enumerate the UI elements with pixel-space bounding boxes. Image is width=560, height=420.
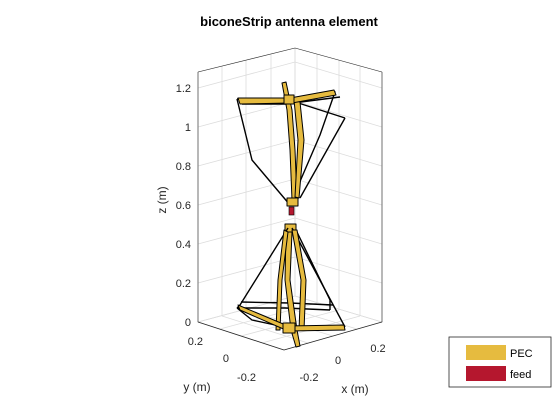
y-axis-label: y (m)	[183, 380, 210, 394]
upper-strip-arm	[237, 97, 291, 105]
lower-strip-arm	[275, 229, 289, 331]
figure-title: biconeStrip antenna element	[200, 14, 378, 29]
z-tick-label: 0	[185, 317, 191, 329]
lower-back-wire	[295, 229, 331, 310]
y-tick-label: -0.2	[237, 372, 256, 384]
x-tick-label: -0.2	[300, 372, 319, 384]
legend-label-pec: PEC	[510, 348, 533, 360]
upper-cone	[236, 81, 346, 206]
left-pane-vertical-grid	[221, 54, 272, 316]
x-axis-label: x (m)	[341, 382, 368, 396]
z-tick-label: 1.2	[176, 83, 191, 95]
x-ticks: -0.2 0 0.2	[300, 343, 386, 384]
upper-strip-arm	[293, 99, 305, 199]
z-tick-label: 0.2	[176, 278, 191, 290]
upper-hub	[283, 94, 295, 105]
y-tick-label: 0	[223, 353, 229, 365]
legend-swatch-pec	[466, 345, 506, 360]
lower-strip-arm	[284, 231, 301, 348]
y-ticks: 0.2 0 -0.2	[188, 336, 256, 384]
top-back-edge	[197, 47, 383, 73]
y-tick-label: 0.2	[188, 336, 203, 348]
y-axis-line	[197, 321, 285, 351]
bicone-antenna	[236, 81, 346, 348]
z-tick-label: 1	[185, 122, 191, 134]
z-tick-label: 0.4	[176, 239, 191, 251]
lower-rim-wire-2	[237, 307, 331, 311]
lower-hub	[282, 322, 296, 334]
upper-feed-hub	[286, 197, 299, 207]
feed-element	[288, 206, 295, 216]
lower-cone	[236, 227, 346, 348]
legend-label-feed: feed	[510, 369, 531, 381]
upper-left-wire	[236, 98, 291, 206]
upper-right-wire	[299, 117, 346, 199]
z-axis-label: z (m)	[155, 186, 169, 213]
legend-swatch-feed	[466, 366, 506, 381]
lower-strip-arm	[287, 324, 346, 332]
upper-back-wire	[291, 91, 336, 201]
z-tick-label: 0.8	[176, 161, 191, 173]
x-tick-label: 0.2	[370, 343, 385, 355]
z-ticks: 0 0.2 0.4 0.6 0.8 1 1.2	[176, 83, 191, 329]
z-tick-label: 0.6	[176, 200, 191, 212]
lower-left-wire	[236, 227, 289, 309]
x-tick-label: 0	[335, 355, 341, 367]
legend: PEC feed	[448, 336, 552, 388]
